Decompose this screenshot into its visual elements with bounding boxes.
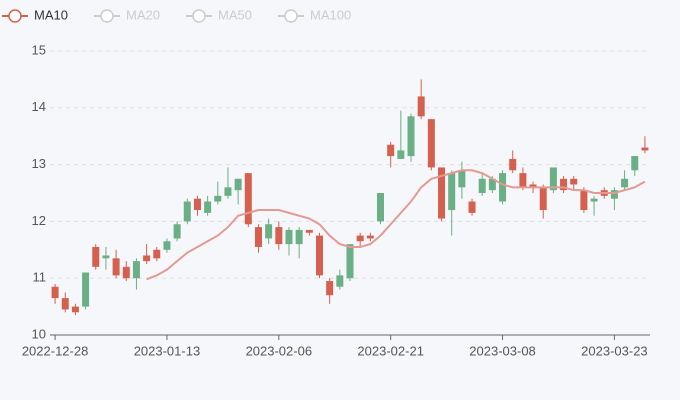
y-tick-label: 10 xyxy=(32,326,46,341)
candle-body xyxy=(336,275,344,287)
candle-body xyxy=(549,167,557,191)
candle-body xyxy=(295,229,303,245)
candle-body xyxy=(173,224,181,239)
candle-body xyxy=(478,178,486,193)
candle-body xyxy=(305,229,313,233)
y-tick-label: 15 xyxy=(32,42,46,57)
candle-body xyxy=(631,156,639,171)
candle-body xyxy=(204,201,212,213)
x-tick-label: 2023-02-21 xyxy=(357,343,424,358)
legend-label[interactable]: MA50 xyxy=(218,7,252,22)
candle-body xyxy=(61,298,69,310)
ma-line xyxy=(146,169,646,281)
candle-body xyxy=(265,224,273,239)
candle-body xyxy=(438,167,446,219)
candle-body xyxy=(570,178,578,185)
candle-body xyxy=(499,173,507,202)
candle-body xyxy=(580,190,588,211)
candle-body xyxy=(560,178,568,191)
candle-body xyxy=(163,241,171,250)
candle-body xyxy=(193,198,201,211)
candle-body xyxy=(509,158,517,171)
x-tick-label: 2022-12-28 xyxy=(22,343,89,358)
candle-body xyxy=(315,235,323,276)
candle-body xyxy=(427,119,435,168)
candle-body xyxy=(92,246,100,267)
candle-body xyxy=(346,244,354,279)
candle-body xyxy=(153,249,161,259)
candle-body xyxy=(275,227,283,245)
candle-body xyxy=(641,147,649,151)
candle-body xyxy=(122,266,130,279)
candle-body xyxy=(407,116,415,157)
y-tick-label: 11 xyxy=(33,270,47,285)
x-tick-label: 2023-01-13 xyxy=(134,343,201,358)
legend-icon xyxy=(100,9,114,23)
candle-body xyxy=(590,198,598,202)
candle-body xyxy=(51,286,59,299)
candle-body xyxy=(254,227,262,247)
legend-icon xyxy=(8,9,22,23)
candle-body xyxy=(214,195,222,202)
legend-icon xyxy=(284,9,298,23)
x-tick-label: 2023-03-08 xyxy=(469,343,536,358)
candle-body xyxy=(621,178,629,188)
candle-body xyxy=(234,178,242,191)
candle-body xyxy=(539,187,547,211)
candle-body xyxy=(488,178,496,191)
candle-body xyxy=(326,281,334,296)
legend-label[interactable]: MA10 xyxy=(34,7,68,22)
y-tick-label: 14 xyxy=(32,99,46,114)
x-tick-label: 2023-02-06 xyxy=(246,343,313,358)
candle-body xyxy=(468,201,476,213)
candle-body xyxy=(244,173,252,225)
candle-body xyxy=(82,272,90,307)
legend-label[interactable]: MA100 xyxy=(310,7,351,22)
candle-body xyxy=(366,235,374,239)
candle-body xyxy=(387,144,395,157)
candle-body xyxy=(183,201,191,222)
candle-body xyxy=(71,306,79,313)
candle-body xyxy=(285,229,293,245)
candle-body xyxy=(224,187,232,196)
x-tick-label: 2023-03-23 xyxy=(581,343,648,358)
y-tick-label: 13 xyxy=(32,156,46,171)
candle-body xyxy=(458,170,466,188)
candle-body xyxy=(356,235,364,242)
candle-body xyxy=(102,255,110,259)
legend-label[interactable]: MA20 xyxy=(126,7,160,22)
candle-body xyxy=(417,96,425,117)
candle-body xyxy=(397,150,405,159)
candle-body xyxy=(610,190,618,199)
legend-icon xyxy=(192,9,206,23)
y-tick-label: 12 xyxy=(32,213,46,228)
candle-body xyxy=(132,261,140,279)
candle-body xyxy=(519,173,527,188)
candle-body xyxy=(377,193,385,222)
candle-body xyxy=(448,173,456,211)
candle-body xyxy=(143,255,151,262)
candle-body xyxy=(529,184,537,188)
candle-body xyxy=(112,258,120,276)
